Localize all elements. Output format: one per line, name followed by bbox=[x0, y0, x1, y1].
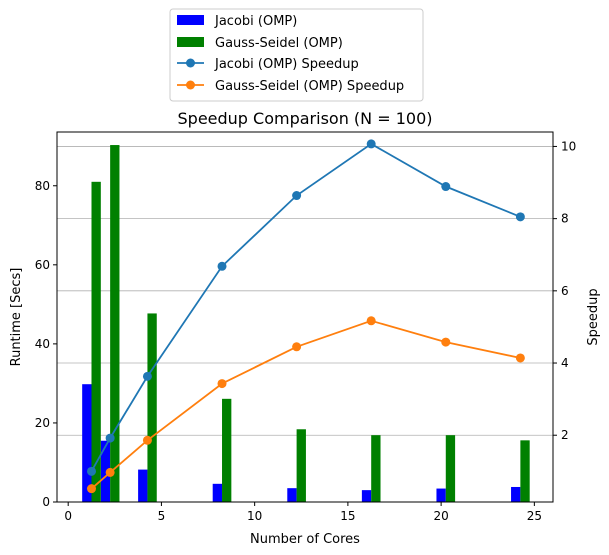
legend-swatch-jacobi bbox=[177, 15, 204, 25]
point-gauss-seidel-speedup bbox=[515, 353, 525, 363]
point-gauss-seidel-speedup bbox=[217, 379, 227, 389]
bar-jacobi bbox=[82, 384, 92, 502]
x-tick-label: 25 bbox=[527, 509, 542, 523]
legend-marker-gauss-seidel-speedup bbox=[186, 80, 195, 90]
legend-label-gauss-seidel-speedup: Gauss-Seidel (OMP) Speedup bbox=[215, 79, 404, 94]
axis-layer: 0 5 10 15 20 25 0 20 40 60 80 2 4 6 8 10 bbox=[35, 139, 577, 523]
y-left-tick-label: 80 bbox=[35, 179, 50, 193]
legend-label-jacobi: Jacobi (OMP) bbox=[214, 14, 297, 29]
bar-jacobi bbox=[138, 469, 148, 502]
legend-frame bbox=[169, 8, 424, 102]
point-gauss-seidel-speedup bbox=[86, 484, 96, 494]
bar-jacobi bbox=[287, 488, 297, 502]
y-axis-label-right: Speedup bbox=[586, 288, 601, 345]
bar-gauss-seidel bbox=[296, 429, 306, 502]
point-gauss-seidel-speedup bbox=[292, 342, 302, 352]
y-left-tick-label: 20 bbox=[35, 416, 50, 430]
x-axis-label: Number of Cores bbox=[250, 532, 360, 547]
y-right-tick-label: 10 bbox=[561, 139, 576, 153]
x-tick-label: 10 bbox=[247, 509, 262, 523]
line-layer bbox=[86, 139, 525, 494]
y-right-tick-label: 8 bbox=[561, 212, 569, 226]
bar-jacobi bbox=[100, 440, 111, 502]
bar-gauss-seidel bbox=[222, 398, 232, 502]
y-left-tick-label: 60 bbox=[35, 258, 50, 272]
legend-label-gauss-seidel: Gauss-Seidel (OMP) bbox=[215, 36, 343, 51]
x-tick-label: 15 bbox=[340, 509, 355, 523]
bar-jacobi bbox=[436, 488, 446, 502]
bar-gauss-seidel bbox=[91, 181, 101, 503]
point-jacobi-speedup bbox=[86, 466, 96, 476]
legend-label-jacobi-speedup: Jacobi (OMP) Speedup bbox=[214, 57, 359, 72]
plot-frame bbox=[56, 131, 554, 503]
point-gauss-seidel-speedup bbox=[366, 316, 376, 326]
bar-gauss-seidel bbox=[520, 440, 530, 502]
y-right-tick-label: 4 bbox=[561, 356, 569, 370]
y-left-tick-label: 40 bbox=[35, 337, 50, 351]
point-jacobi-speedup bbox=[142, 371, 152, 381]
point-jacobi-speedup bbox=[292, 191, 302, 201]
bar-gauss-seidel bbox=[110, 145, 120, 503]
point-gauss-seidel-speedup bbox=[441, 337, 451, 347]
y-axis-label-left: Runtime [Secs] bbox=[9, 268, 24, 367]
y-right-tick-label: 6 bbox=[561, 284, 569, 298]
x-tick-label: 20 bbox=[433, 509, 448, 523]
grid-layer bbox=[57, 146, 553, 436]
point-jacobi-speedup bbox=[366, 139, 376, 149]
point-gauss-seidel-speedup bbox=[105, 467, 115, 477]
point-jacobi-speedup bbox=[105, 433, 115, 443]
bar-jacobi bbox=[212, 483, 223, 502]
x-tick-label: 5 bbox=[158, 509, 166, 523]
point-jacobi-speedup bbox=[515, 212, 525, 222]
bar-layer bbox=[82, 145, 530, 503]
bar-gauss-seidel bbox=[371, 435, 381, 502]
line-gauss-seidel-speedup bbox=[90, 319, 521, 490]
y-right-tick-label: 2 bbox=[561, 428, 569, 442]
legend: Jacobi (OMP) Gauss-Seidel (OMP) Jacobi (… bbox=[169, 8, 424, 102]
point-jacobi-speedup bbox=[217, 261, 227, 271]
chart-title: Speedup Comparison (N = 100) bbox=[178, 109, 433, 128]
legend-marker-jacobi-speedup bbox=[186, 58, 195, 68]
bar-jacobi bbox=[511, 486, 521, 502]
legend-swatch-gauss-seidel bbox=[177, 37, 204, 47]
bar-gauss-seidel bbox=[147, 313, 157, 502]
bar-jacobi bbox=[361, 490, 372, 502]
bar-gauss-seidel bbox=[445, 435, 456, 502]
point-gauss-seidel-speedup bbox=[142, 435, 152, 445]
y-left-tick-label: 0 bbox=[42, 495, 50, 509]
line-jacobi-speedup bbox=[90, 142, 521, 472]
point-jacobi-speedup bbox=[441, 182, 451, 192]
x-tick-label: 0 bbox=[64, 509, 72, 523]
